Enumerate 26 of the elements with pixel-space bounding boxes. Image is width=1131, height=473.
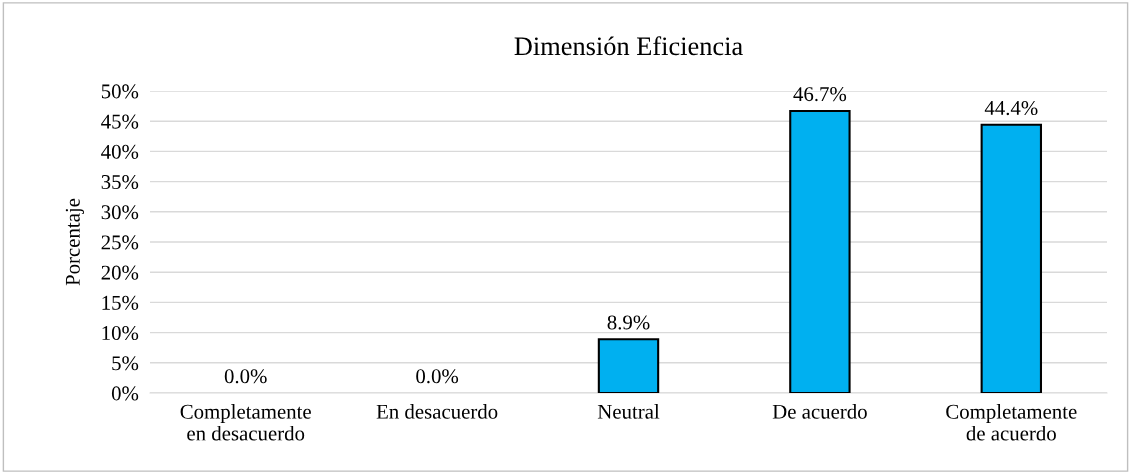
bar [980,123,1043,393]
y-tick-label: 35% [101,174,139,190]
x-tick-label: Completamente de acuerdo [946,404,1077,441]
y-axis-title: Porcentaje [65,198,85,286]
data-label: 8.9% [607,315,650,330]
data-label: 0.0% [416,369,459,384]
y-tick-label: 10% [102,325,139,341]
y-tick-label: 5% [112,356,139,371]
x-tick-label: Neutral [597,404,660,419]
y-tick-label: 50% [101,84,139,99]
data-label: 0.0% [224,369,267,384]
x-tick-label: De acuerdo [772,404,867,419]
bar [789,109,851,393]
y-tick-label: 40% [101,144,139,159]
y-tick-label: 0% [111,386,139,401]
y-tick-label: 20% [101,265,139,280]
x-tick-label: En desacuerdo [376,404,498,419]
data-label: 46.7% [793,87,847,102]
x-tick-label: Completamente en desacuerdo [180,404,311,441]
y-tick-label: 45% [101,114,139,129]
y-tick-label: 15% [102,295,139,310]
chart-title: Dimensión Eficiencia [514,36,743,56]
data-label: 44.4% [984,100,1038,116]
y-tick-label: 25% [101,235,139,250]
bar [597,338,660,393]
y-tick-label: 30% [101,205,139,220]
